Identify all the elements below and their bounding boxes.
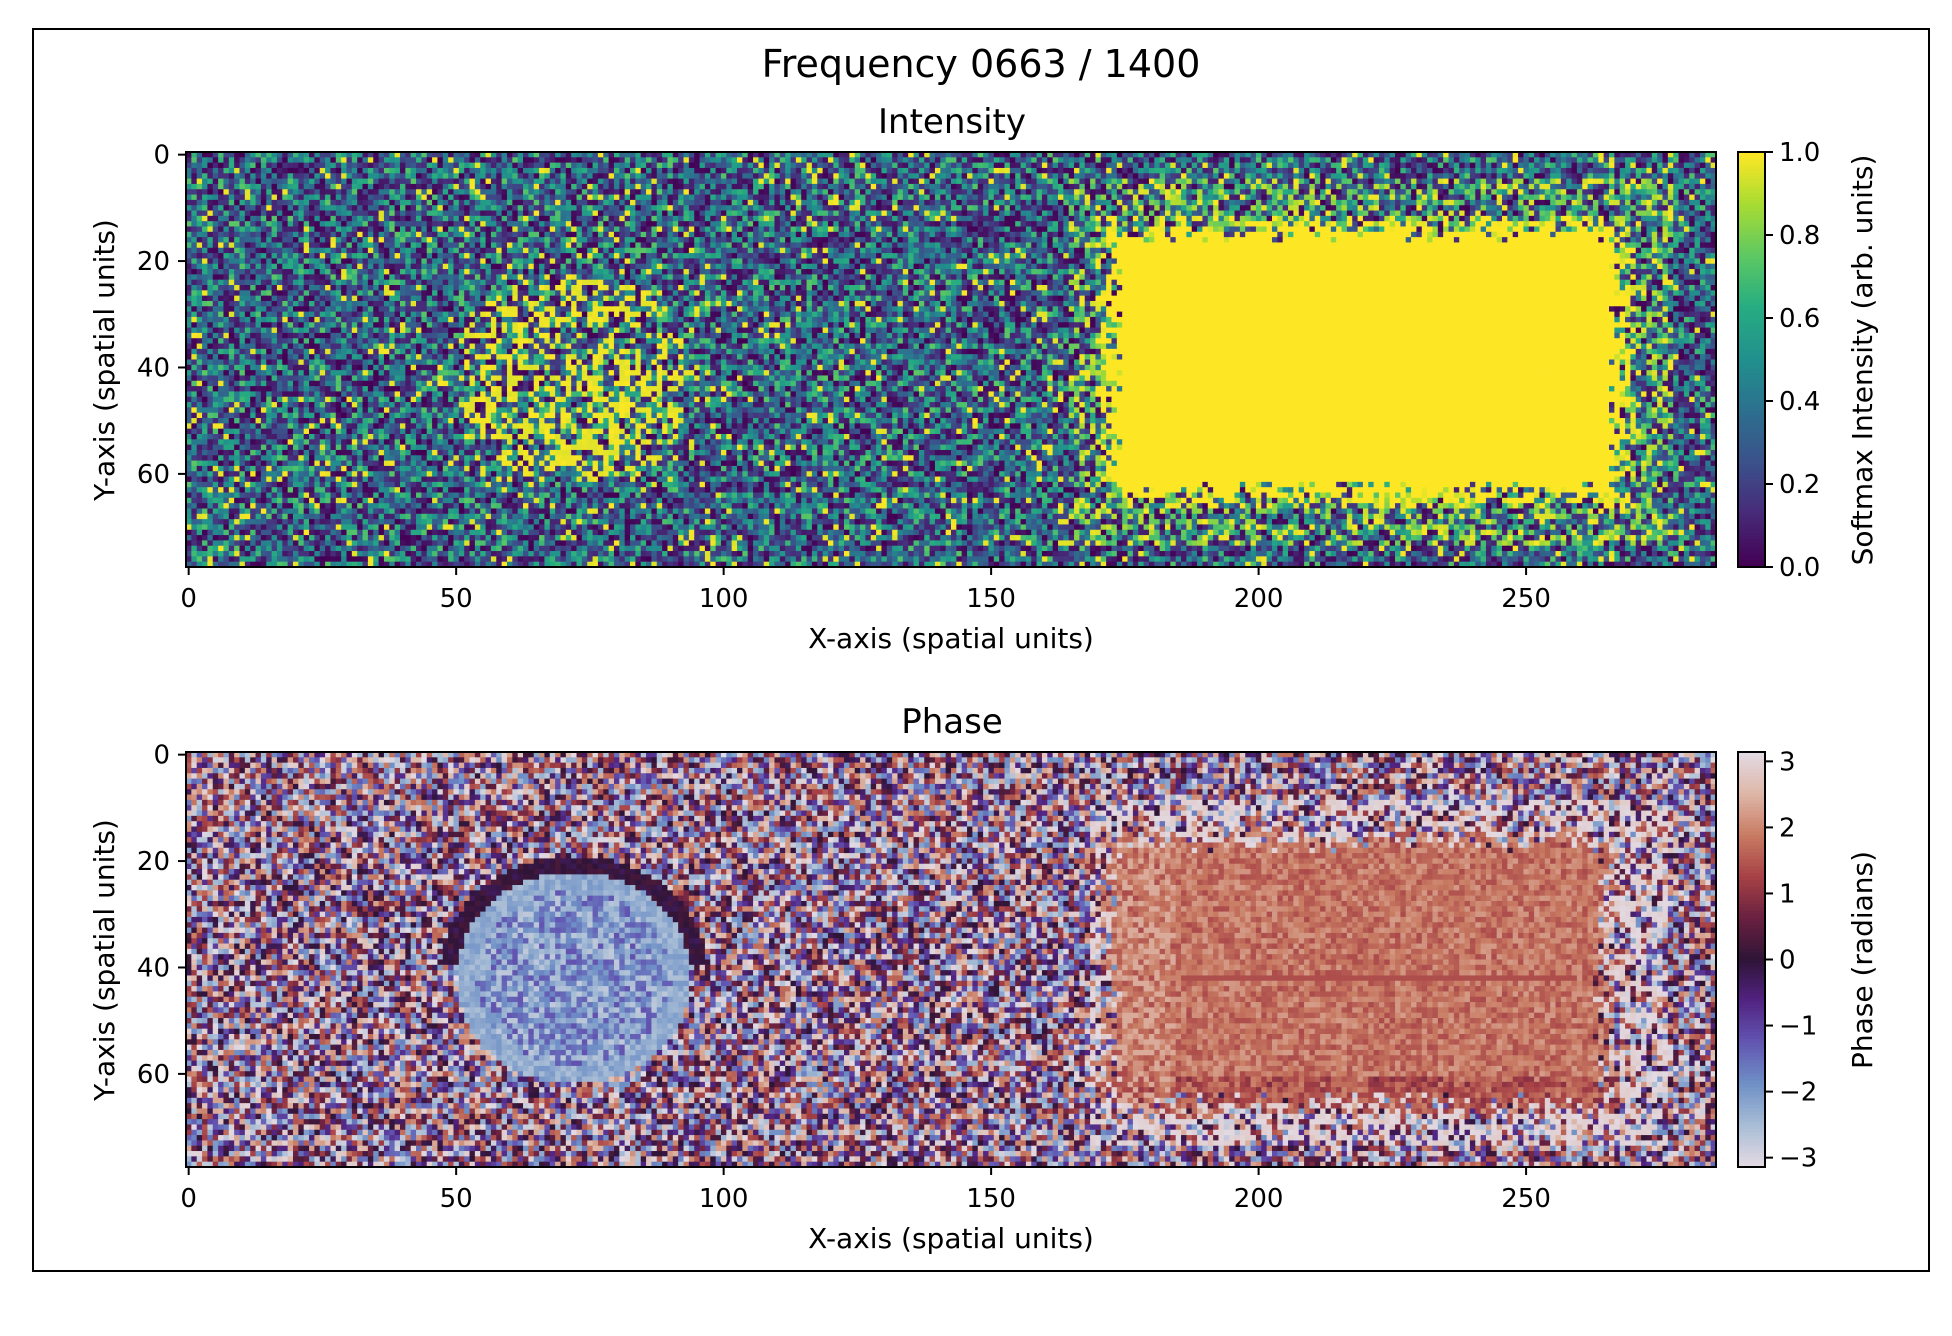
phase-x-tick-label: 150	[966, 1184, 1016, 1214]
phase-x-tick-label: 0	[180, 1184, 197, 1214]
phase-x-axis-label: X-axis (spatial units)	[808, 1222, 1094, 1255]
intensity-y-axis-label: Y-axis (spatial units)	[88, 219, 121, 502]
intensity-x-tick-label: 50	[440, 584, 473, 614]
phase-colorbar-tick-label: −3	[1779, 1144, 1817, 1174]
phase-colorbar-tick-label: −1	[1779, 1012, 1817, 1042]
phase-y-tick-label: 60	[137, 1060, 170, 1090]
phase-y-tick-label: 0	[153, 741, 170, 771]
phase-x-tick-label: 50	[440, 1184, 473, 1214]
intensity-colorbar-tick-label: 0.8	[1779, 221, 1820, 251]
intensity-x-axis-label: X-axis (spatial units)	[808, 622, 1094, 655]
intensity-colorbar-tick-label: 0.0	[1779, 553, 1820, 583]
phase-heatmap	[186, 752, 1717, 1168]
phase-y-ticks: 0 20 40 60	[137, 741, 186, 1090]
phase-colorbar-label: Phase (radians)	[1846, 851, 1879, 1069]
figure-suptitle: Frequency 0663 / 1400	[762, 42, 1201, 86]
intensity-colorbar-label: Softmax Intensity (arb. units)	[1846, 155, 1879, 566]
intensity-y-tick-label: 0	[153, 141, 170, 171]
intensity-colorbar-tick-label: 1.0	[1779, 138, 1820, 168]
phase-colorbar-tick-label: 3	[1779, 747, 1796, 777]
intensity-x-ticks: 0 50 100 150 200 250	[180, 567, 1551, 614]
phase-x-tick-label: 250	[1501, 1184, 1551, 1214]
phase-colorbar-tick-label: 1	[1779, 879, 1796, 909]
intensity-colorbar-tick-label: 0.2	[1779, 470, 1820, 500]
phase-colorbar-tick-label: 2	[1779, 813, 1796, 843]
intensity-x-tick-label: 0	[180, 584, 197, 614]
phase-x-tick-label: 100	[699, 1184, 749, 1214]
phase-colorbar-tick-label: −2	[1779, 1078, 1817, 1108]
phase-title: Phase	[901, 702, 1003, 742]
phase-y-axis-label: Y-axis (spatial units)	[88, 819, 121, 1102]
intensity-x-tick-label: 200	[1234, 584, 1284, 614]
intensity-panel: Intensity 0 50 100 150 200 250 0 20 40 60 X-axis…	[88, 102, 1879, 655]
phase-y-tick-label: 40	[137, 953, 170, 983]
intensity-y-tick-label: 20	[137, 247, 170, 277]
phase-x-tick-label: 200	[1234, 1184, 1284, 1214]
phase-colorbar: −3 −2 −1 0 1 2 3	[1738, 747, 1817, 1173]
phase-x-ticks: 0 50 100 150 200 250	[180, 1167, 1551, 1214]
intensity-y-ticks: 0 20 40 60	[137, 141, 186, 490]
phase-colorbar-tick-label: 0	[1779, 946, 1796, 976]
intensity-colorbar: 0.0 0.2 0.4 0.6 0.8 1.0	[1738, 138, 1820, 583]
intensity-x-tick-label: 150	[966, 584, 1016, 614]
intensity-x-tick-label: 100	[699, 584, 749, 614]
intensity-y-tick-label: 60	[137, 460, 170, 490]
intensity-title: Intensity	[878, 102, 1026, 142]
phase-y-tick-label: 20	[137, 847, 170, 877]
intensity-heatmap	[186, 152, 1717, 568]
intensity-x-tick-label: 250	[1501, 584, 1551, 614]
intensity-colorbar-tick-label: 0.6	[1779, 304, 1820, 334]
intensity-colorbar-tick-label: 0.4	[1779, 387, 1820, 417]
intensity-y-tick-label: 40	[137, 353, 170, 383]
